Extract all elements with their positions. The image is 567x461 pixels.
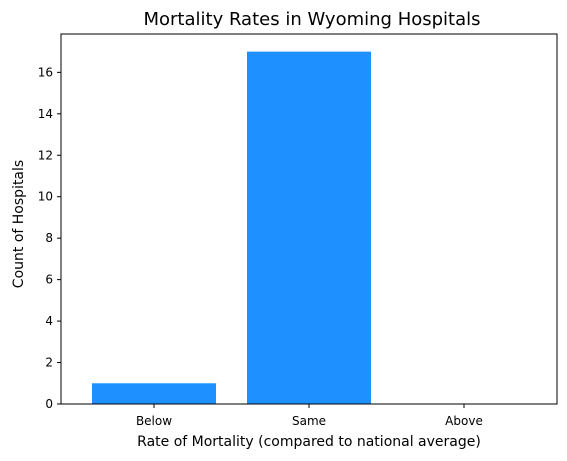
y-tick-label: 4 (45, 314, 53, 328)
bar-below (92, 383, 216, 404)
y-axis-label: Count of Hospitals (11, 160, 27, 288)
x-tick-label-below: Below (136, 414, 172, 428)
y-tick-label: 12 (38, 148, 53, 162)
y-tick-label: 0 (45, 397, 53, 411)
y-tick-label: 16 (38, 65, 53, 79)
x-tick-label-above: Above (445, 414, 483, 428)
bars-group (92, 51, 371, 404)
plot-frame (60, 33, 558, 405)
y-tick-label: 14 (38, 107, 53, 121)
bar-same (247, 51, 371, 404)
x-tick-label-same: Same (292, 414, 326, 428)
chart-title: Mortality Rates in Wyoming Hospitals (143, 9, 480, 30)
y-tick-label: 8 (45, 231, 53, 245)
y-axis: 0 2 4 6 8 10 12 14 16 (38, 65, 61, 411)
y-tick-label: 10 (38, 190, 53, 204)
x-axis-label: Rate of Mortality (compared to national … (137, 434, 481, 450)
y-tick-label: 6 (45, 273, 53, 287)
y-tick-label: 2 (45, 356, 53, 370)
x-axis: Below Same Above (136, 404, 483, 428)
